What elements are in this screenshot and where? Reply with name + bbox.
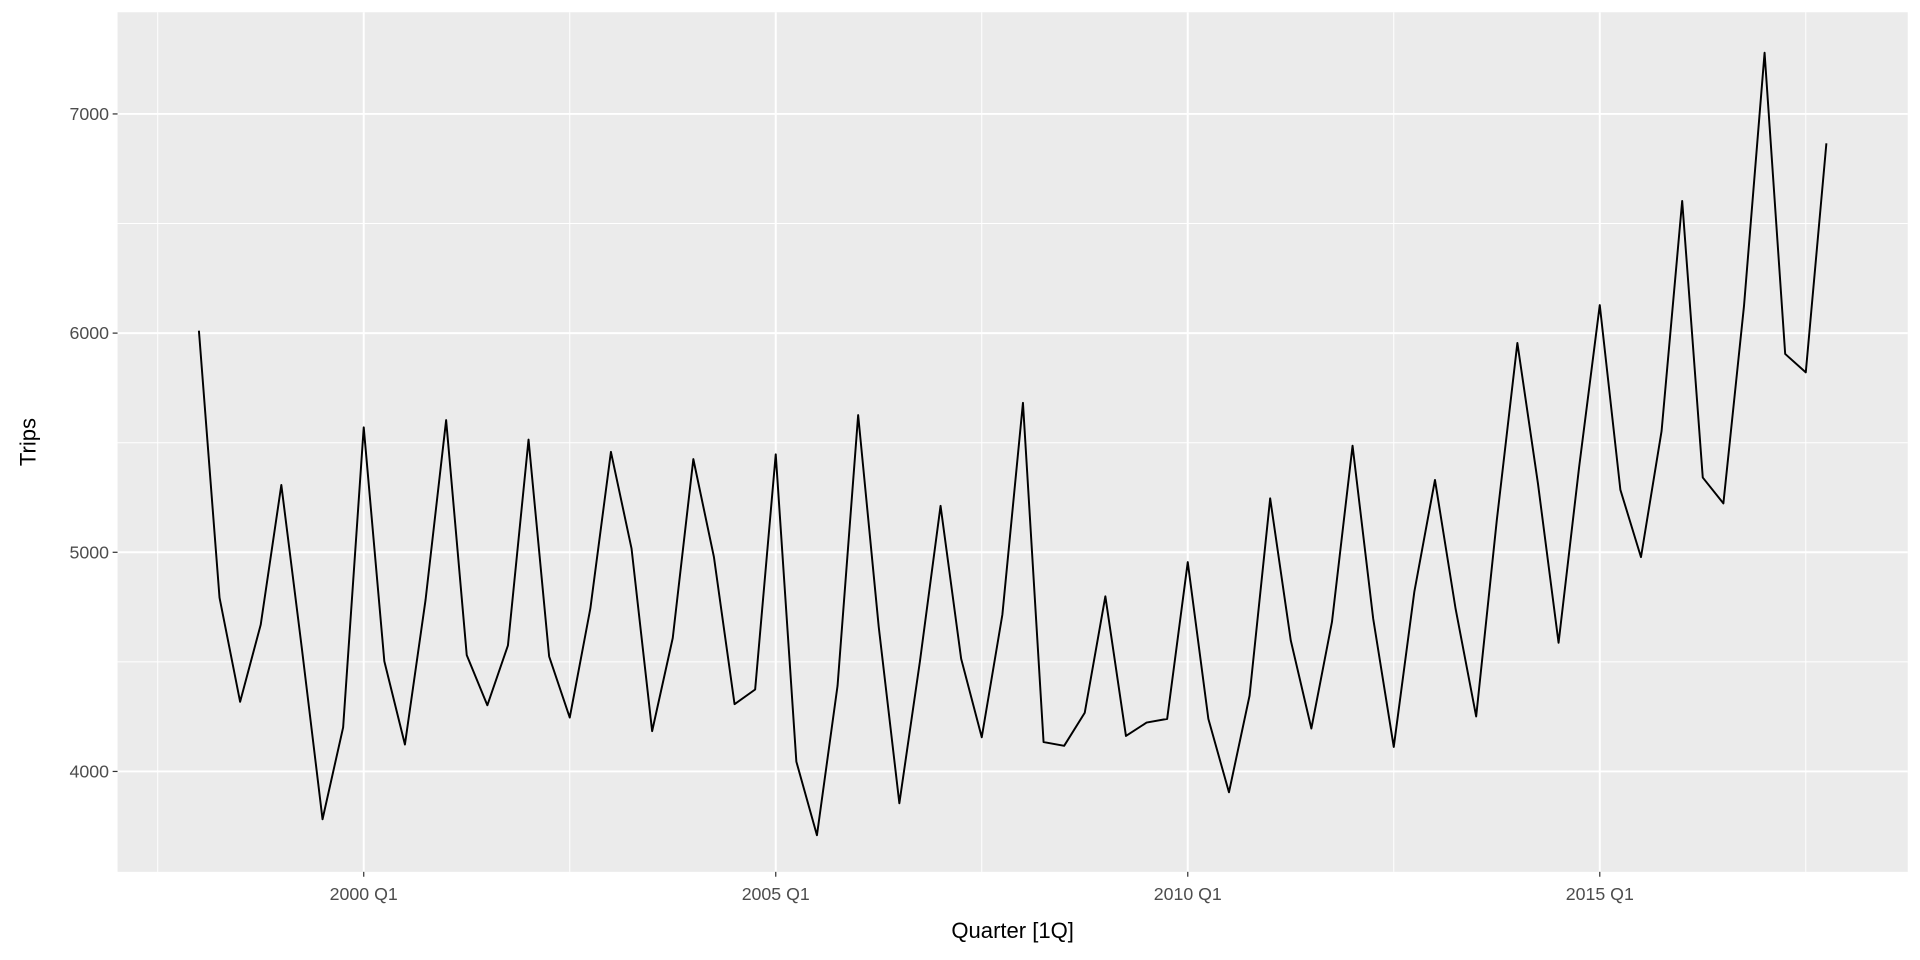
x-axis: 2000 Q1 2005 Q1 2010 Q1 2015 Q1	[330, 871, 1634, 904]
x-tick-label: 2005 Q1	[742, 884, 810, 904]
y-axis-title: Trips	[16, 418, 41, 466]
y-axis: 4000 5000 6000 7000	[69, 104, 118, 782]
x-tick-label: 2015 Q1	[1566, 884, 1634, 904]
y-tick-label: 4000	[69, 762, 109, 782]
x-axis-title: Quarter [1Q]	[951, 918, 1073, 943]
series-line	[197, 51, 1828, 837]
gridlines	[117, 12, 1908, 872]
y-tick-label: 7000	[69, 104, 109, 124]
y-tick-label: 6000	[69, 323, 109, 343]
x-tick-label: 2000 Q1	[330, 884, 398, 904]
y-tick-label: 5000	[69, 542, 109, 562]
x-tick-label: 2010 Q1	[1154, 884, 1222, 904]
plot-panel	[117, 12, 1908, 872]
